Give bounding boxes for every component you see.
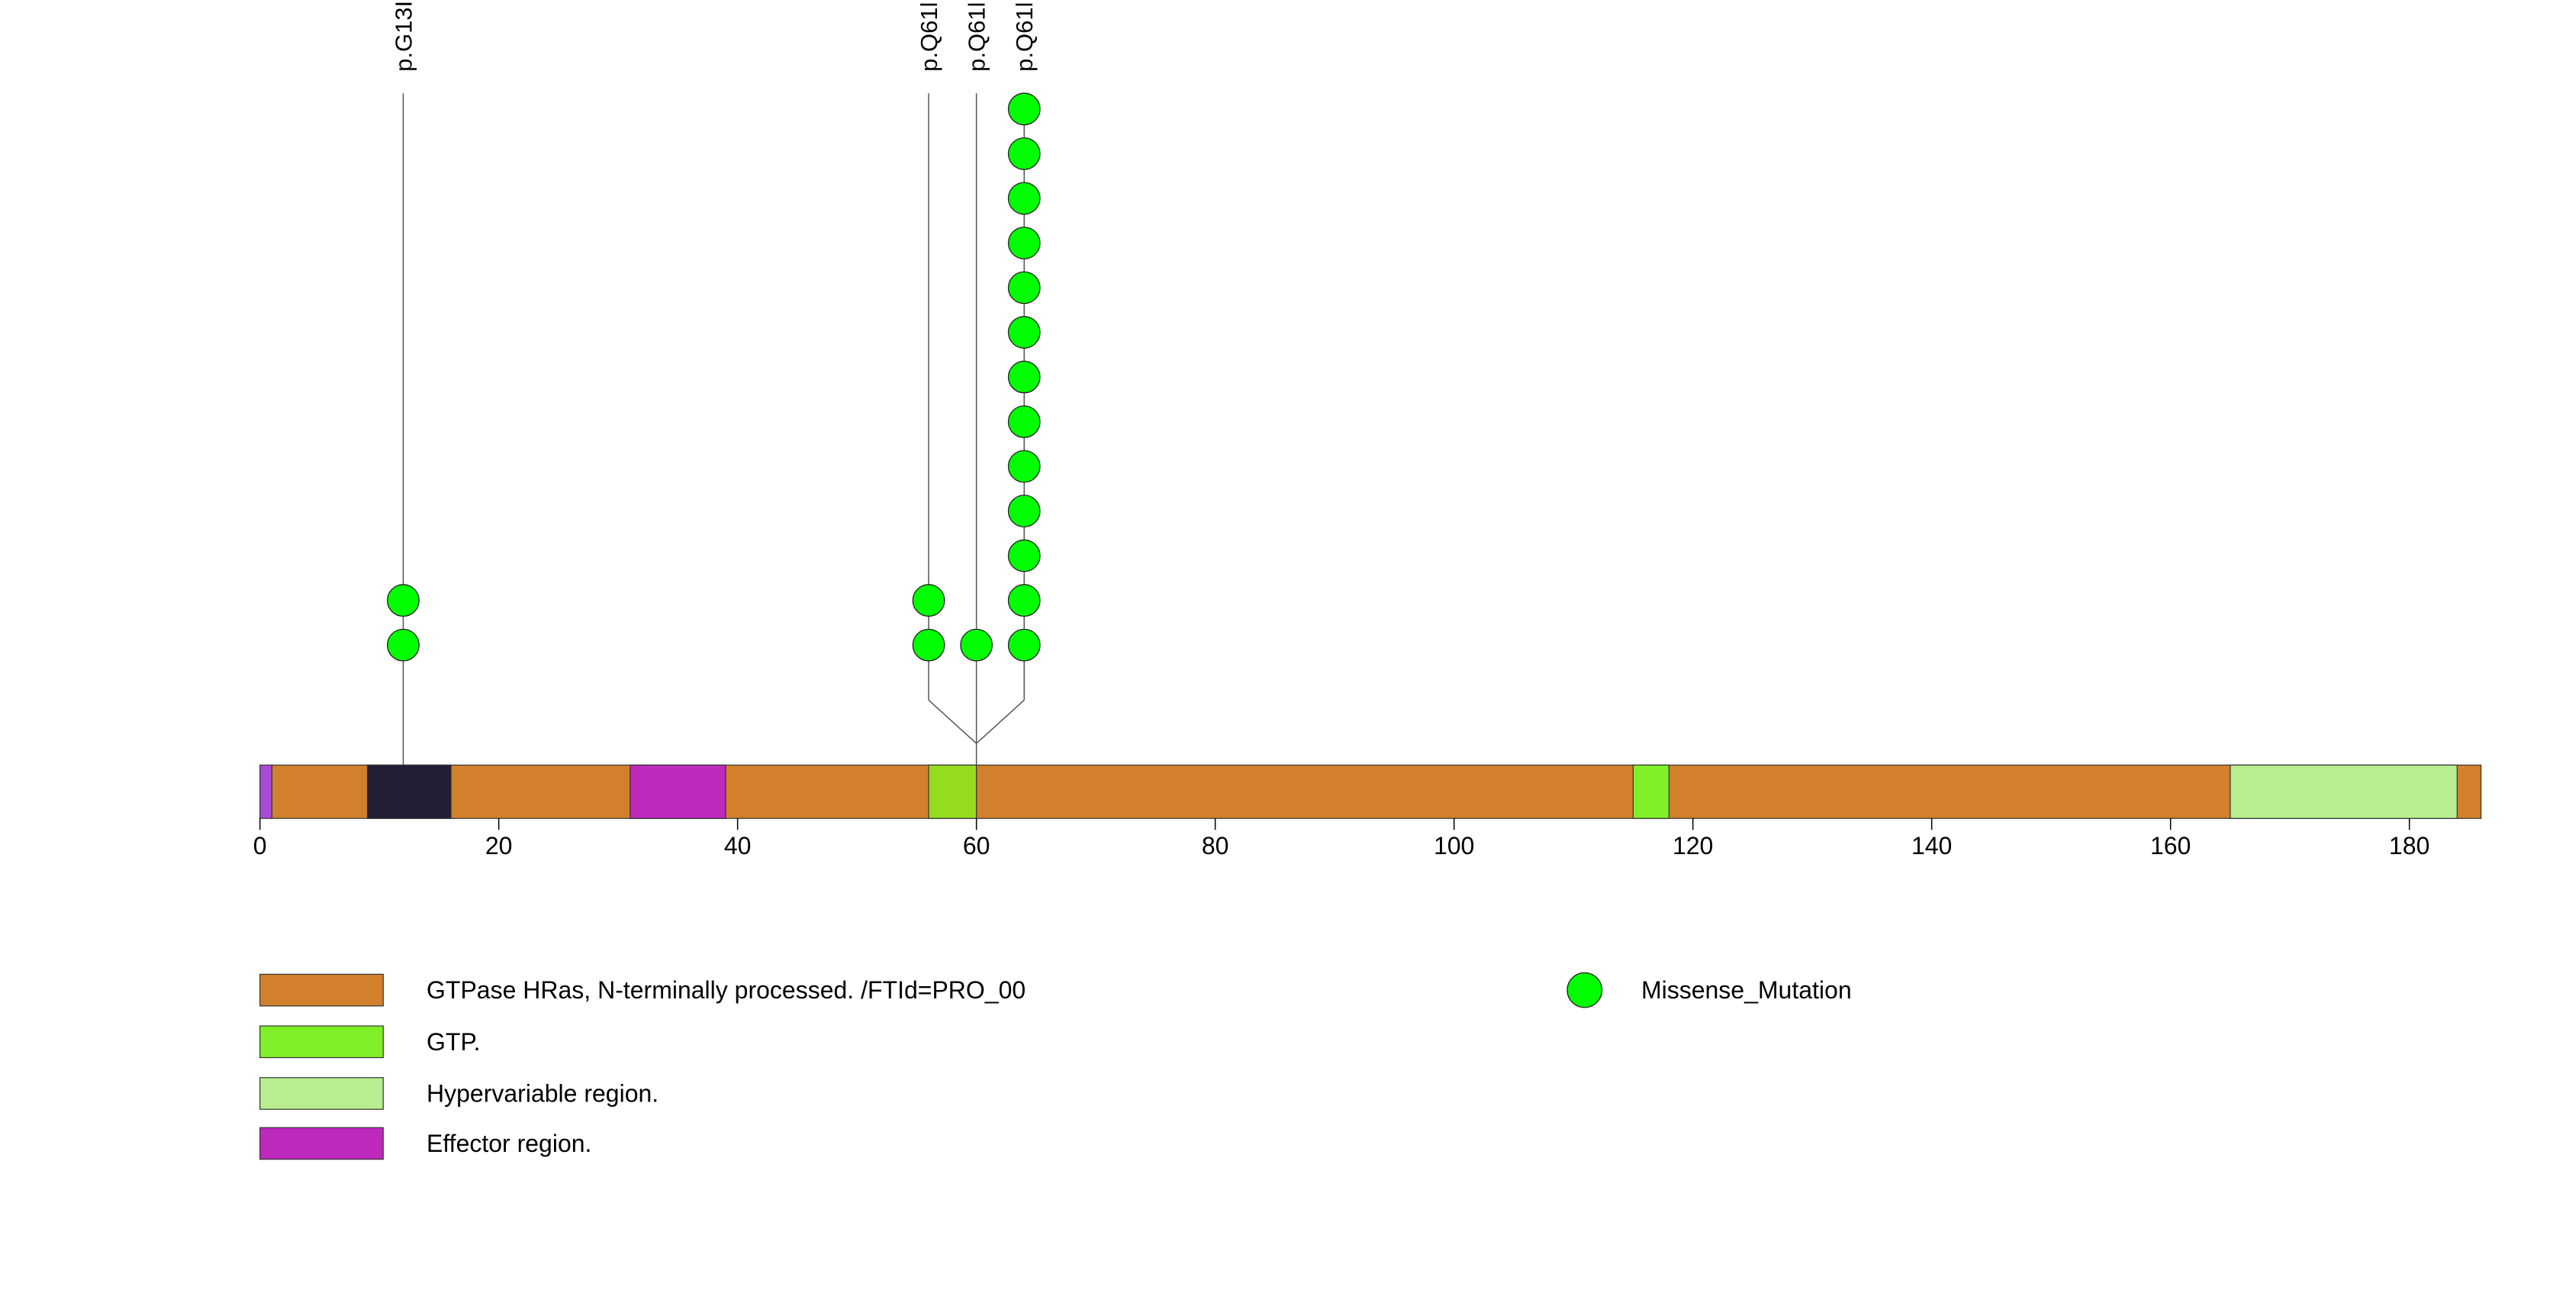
- mutation-dot: [1007, 450, 1041, 483]
- mutation-dot: [912, 628, 945, 662]
- mutation-label: p.Q61l: [964, 2, 990, 72]
- x-tick-label: 20: [485, 832, 513, 859]
- mutation-dot: [387, 584, 420, 617]
- domain-block: [259, 764, 272, 819]
- x-tick-label: 80: [1202, 832, 1229, 859]
- legend-swatch: [259, 1025, 384, 1059]
- mutation-label: p.Q61l: [916, 2, 942, 72]
- x-tick-label: 180: [2389, 832, 2429, 859]
- mutation-dot: [1007, 405, 1041, 438]
- legend: GTPase HRas, N-terminally processed. /FT…: [259, 972, 1852, 1160]
- x-tick-label: 60: [963, 832, 990, 859]
- domain-block: [928, 764, 977, 819]
- domain-block: [2230, 764, 2458, 819]
- x-axis: 0 20 40 60 80 100 120 140 160 180: [253, 818, 2429, 859]
- legend-swatch: [259, 1127, 384, 1160]
- mutation-label: p.Q61l: [1011, 2, 1038, 72]
- mutation-dot: [387, 628, 420, 662]
- legend-swatch: [259, 973, 384, 1007]
- mutation-markers: [387, 92, 1041, 662]
- legend-label: GTP.: [427, 1028, 481, 1056]
- x-tick-label: 160: [2150, 832, 2191, 859]
- mutation-dot: [1007, 137, 1041, 170]
- mutation-dot: [1007, 92, 1041, 126]
- legend-label: GTPase HRas, N-terminally processed. /FT…: [427, 976, 1026, 1004]
- mutation-dot: [1007, 628, 1041, 662]
- mutation-dot: [1007, 271, 1041, 305]
- mutation-connector: [976, 699, 1025, 744]
- legend-label: Effector region.: [427, 1130, 591, 1157]
- mutation-stems: [402, 93, 1025, 819]
- mutation-dot: [1007, 182, 1041, 215]
- mutation-dot: [1007, 316, 1041, 349]
- mutation-dot: [1007, 539, 1041, 572]
- mutation-dot: [1007, 360, 1041, 394]
- mutation-label: p.G13I: [390, 1, 417, 72]
- legend-label: Hypervariable region.: [427, 1080, 658, 1108]
- x-tick-label: 100: [1434, 832, 1474, 859]
- mutation-dot: [912, 584, 945, 617]
- mutation-dot: [1007, 495, 1041, 527]
- x-tick-label: 140: [1911, 832, 1952, 859]
- legend-label: Missense_Mutation: [1641, 976, 1852, 1004]
- legend-swatch: [259, 1077, 384, 1110]
- x-tick-label: 120: [1673, 832, 1713, 859]
- protein-track: [259, 764, 2482, 819]
- legend-marker: [1567, 972, 1603, 1008]
- protein-backbone: [271, 764, 2482, 819]
- mutation-dot: [960, 628, 993, 662]
- mutation-dot: [1007, 584, 1041, 617]
- mutation-labels: p.G13I p.Q61l p.Q61l p.Q61l: [390, 1, 1038, 72]
- domain-block: [1632, 764, 1670, 819]
- x-tick-label: 0: [253, 832, 267, 859]
- mutation-connector: [928, 699, 977, 744]
- mutation-dot: [1007, 226, 1041, 260]
- domain-block: [630, 764, 726, 819]
- x-tick-label: 40: [724, 832, 752, 859]
- domain-block: [366, 764, 452, 819]
